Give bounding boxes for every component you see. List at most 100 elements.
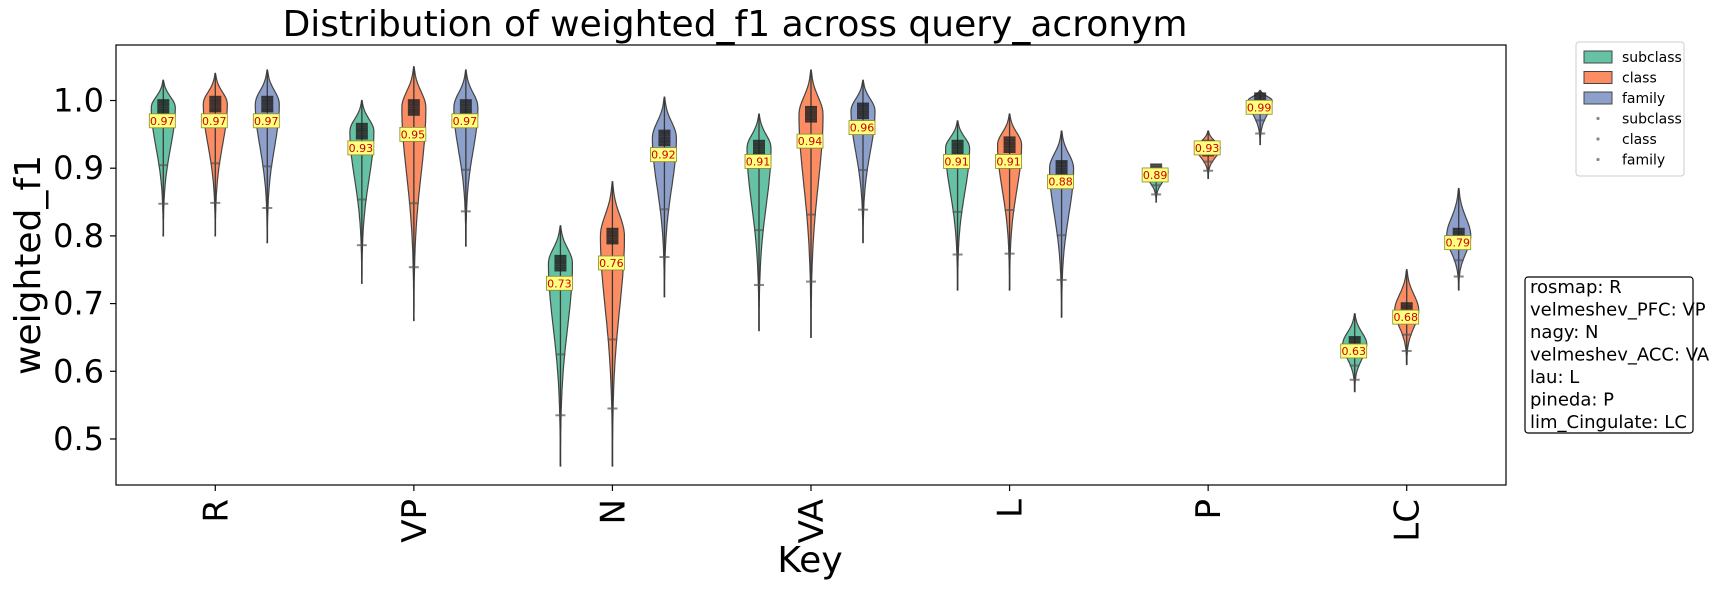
median-label-box xyxy=(546,275,573,291)
strip-points xyxy=(658,129,671,259)
strip-point xyxy=(261,102,274,106)
strip-point xyxy=(753,142,765,145)
violin-family-N: 0.92 xyxy=(650,96,677,298)
y-tick-label: 1.0 xyxy=(53,82,104,120)
strip-point xyxy=(806,280,816,283)
strip-point xyxy=(1255,119,1266,122)
strip-point xyxy=(1003,141,1016,144)
median-label: 0.97 xyxy=(202,115,227,128)
strip-points xyxy=(261,95,274,209)
strip-point xyxy=(1055,162,1068,165)
strip-point xyxy=(407,108,420,112)
y-tick-label: 0.5 xyxy=(53,420,104,458)
strip-point xyxy=(857,116,869,120)
strip-point xyxy=(1400,302,1413,305)
strip-point xyxy=(1055,171,1068,175)
strip-point xyxy=(554,266,567,270)
strip-point xyxy=(554,261,567,265)
violin-subclass-VA: 0.91 xyxy=(744,113,772,332)
strip-point xyxy=(209,98,222,101)
key-map-line: rosmap: R xyxy=(1530,277,1622,298)
key-map-line: velmeshev_PFC: VP xyxy=(1530,300,1706,321)
strip-point xyxy=(1348,338,1361,341)
x-axis: R VP N VA L P LC xyxy=(196,485,1428,543)
strip-point xyxy=(857,112,869,115)
strip-point xyxy=(1055,169,1068,172)
strip-point xyxy=(753,146,765,150)
strip-point xyxy=(157,111,170,114)
strip-point xyxy=(805,110,817,114)
violin-subclass-N: 0.73 xyxy=(546,225,573,467)
strip-point xyxy=(554,264,567,267)
median-label-box xyxy=(1444,235,1472,251)
strip-point xyxy=(1348,340,1361,344)
violin-family-L: 0.88 xyxy=(1047,130,1075,318)
strip-point xyxy=(158,202,169,205)
strip-points xyxy=(554,254,567,417)
strip-point xyxy=(1056,234,1067,237)
strip-point xyxy=(658,134,671,137)
strip-point xyxy=(805,120,817,123)
median-label: 0.93 xyxy=(349,142,374,155)
median-label: 0.97 xyxy=(150,115,175,128)
key-map-line: lau: L xyxy=(1530,367,1579,388)
strip-point xyxy=(606,227,619,231)
median-label-box xyxy=(252,113,280,129)
legend-marker xyxy=(1596,116,1600,121)
median-label-box xyxy=(1193,140,1221,156)
x-tick-label: LC xyxy=(1388,499,1428,542)
strip-point xyxy=(754,229,764,232)
strip-point xyxy=(459,99,472,102)
strip-point xyxy=(658,136,671,140)
strip-point xyxy=(355,125,368,128)
median-label-box xyxy=(1245,99,1273,115)
median-label: 0.91 xyxy=(944,155,969,168)
strip-point xyxy=(1004,252,1015,255)
strip-points xyxy=(1003,136,1016,255)
median-label: 0.68 xyxy=(1393,311,1418,324)
strip-point xyxy=(858,169,868,172)
strip-point xyxy=(805,117,817,121)
strip-point xyxy=(858,208,868,211)
strip-point xyxy=(157,99,170,102)
strip-point xyxy=(1151,184,1162,187)
strip-point xyxy=(407,99,420,102)
legend-swatch xyxy=(1583,71,1613,84)
strip-point xyxy=(606,239,619,243)
median-label-box xyxy=(1141,167,1169,183)
median-label: 0.89 xyxy=(1143,169,1168,182)
strip-point xyxy=(555,353,566,356)
legend-entry-point-family: family xyxy=(1596,153,1665,169)
strip-point xyxy=(951,149,964,152)
strip-point xyxy=(658,132,671,135)
x-axis-label: Key xyxy=(777,540,842,581)
median-label: 0.96 xyxy=(850,122,875,135)
strip-point xyxy=(157,108,170,112)
strip-point xyxy=(658,141,671,144)
violin-family-R: 0.97 xyxy=(252,69,280,244)
strip-point xyxy=(209,105,222,108)
strip-point xyxy=(209,95,222,99)
strip-point xyxy=(1349,364,1360,367)
legend-entry-point-class: class xyxy=(1596,132,1657,148)
violin-class-LC: 0.68 xyxy=(1392,269,1420,366)
strip-point xyxy=(753,151,765,155)
strip-point xyxy=(805,105,817,109)
median-label: 0.63 xyxy=(1341,345,1366,358)
strip-point xyxy=(1150,163,1163,166)
median-label-box xyxy=(796,133,824,149)
strip-point xyxy=(1003,136,1016,139)
strip-point xyxy=(1055,164,1068,168)
strip-point xyxy=(355,137,368,140)
strip-point xyxy=(1203,160,1214,163)
strip-point xyxy=(952,253,963,256)
key-map-line: lim_Cingulate: LC xyxy=(1530,412,1687,433)
strip-point xyxy=(658,143,671,147)
strip-point xyxy=(1150,165,1163,169)
median-label-box xyxy=(347,140,375,156)
strip-point xyxy=(459,101,472,104)
strip-point xyxy=(659,256,670,259)
median-label-box xyxy=(399,126,427,142)
